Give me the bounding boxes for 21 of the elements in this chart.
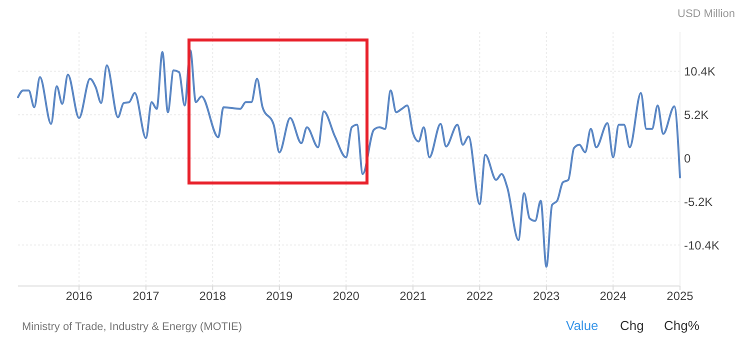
- y-tick-label: -10.4K: [684, 238, 720, 252]
- y-tick-label: 10.4K: [684, 64, 716, 78]
- x-tick-label: 2017: [132, 289, 160, 303]
- x-tick-label: 2021: [400, 289, 427, 303]
- text: Chg%: [664, 318, 700, 333]
- text: Chg: [620, 318, 644, 333]
- y-tick-label: 0: [684, 151, 691, 166]
- x-tick-label: 2018: [199, 289, 226, 303]
- x-tick-label: 2022: [466, 289, 494, 303]
- x-tick-label: 2019: [266, 289, 294, 303]
- text: Value: [566, 318, 598, 333]
- y-tick-label: -5.2K: [684, 194, 713, 209]
- x-tick-label: 2016: [66, 289, 93, 303]
- x-tick-label: 2025: [666, 289, 694, 303]
- y-tick-label: 5.2K: [684, 108, 709, 122]
- text: Ministry of Trade, Industry & Energy (MOTIE): [22, 321, 242, 333]
- line-series: [17, 49, 681, 268]
- x-tick-label: 2020: [332, 289, 360, 303]
- x-tick-label: 2024: [600, 289, 627, 303]
- y-axis-title: USD Million: [678, 8, 735, 20]
- x-tick-label: 2023: [533, 289, 560, 303]
